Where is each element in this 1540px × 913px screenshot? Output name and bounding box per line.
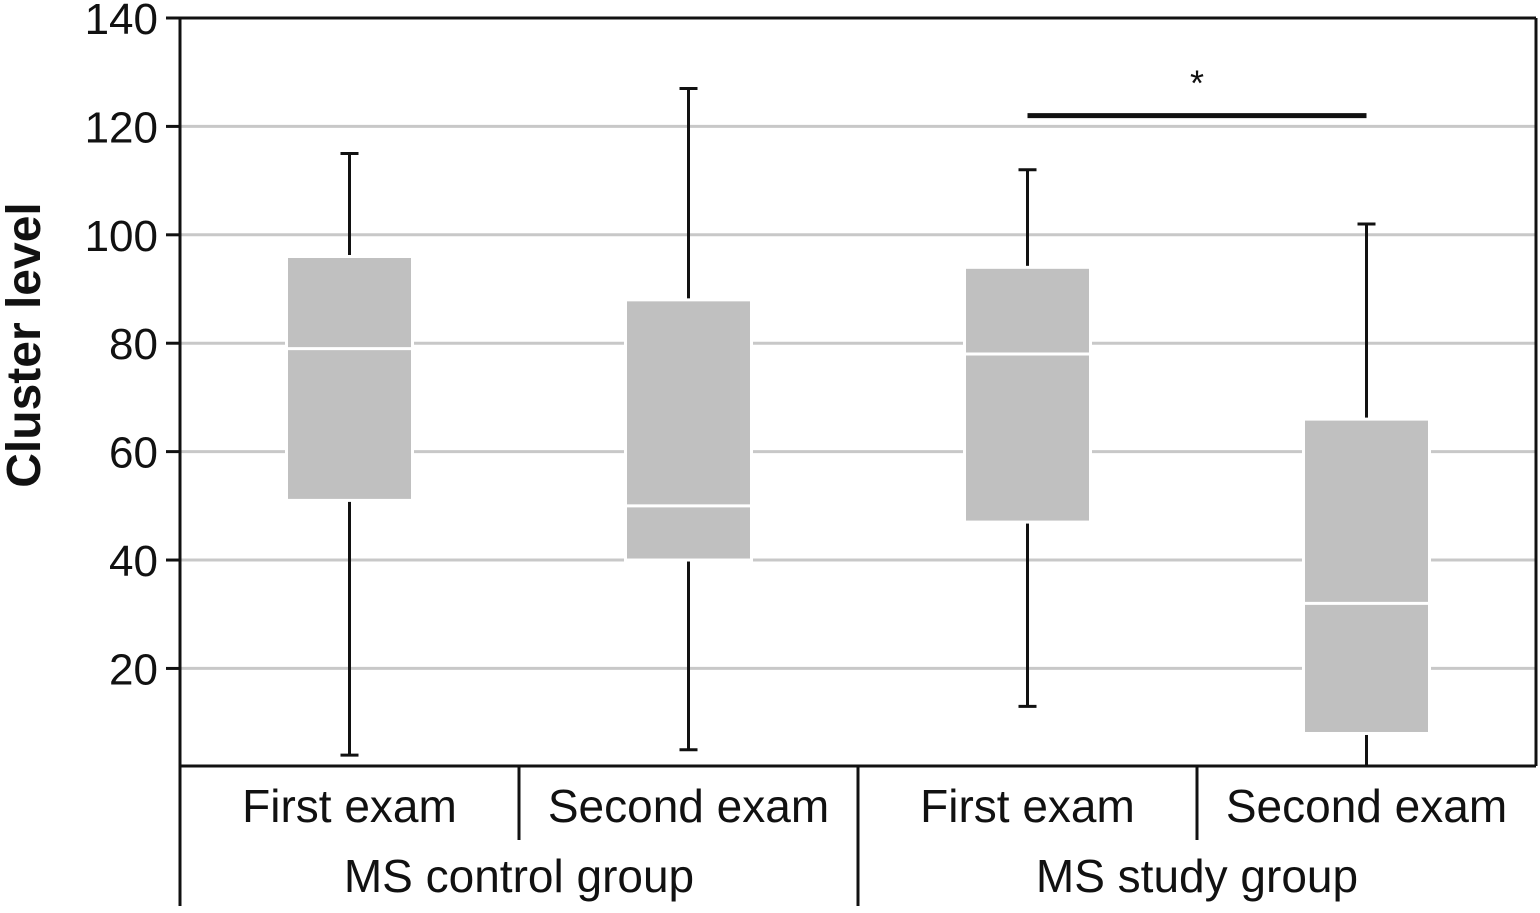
category-label-1: First exam	[242, 780, 457, 832]
y-tick-label-40: 40	[109, 537, 158, 586]
iqr-box	[1302, 417, 1431, 735]
group-label-2: MS study group	[1036, 850, 1358, 902]
y-axis-title: Cluster level	[0, 202, 51, 487]
group-label-1: MS control group	[344, 850, 694, 902]
y-tick-label-60: 60	[109, 429, 158, 478]
y-tick-label-20: 20	[109, 645, 158, 694]
box-1	[285, 152, 414, 757]
y-tick-label-100: 100	[85, 212, 158, 261]
box-2	[624, 86, 753, 752]
y-tick-label-120: 120	[85, 103, 158, 152]
iqr-box	[963, 265, 1092, 524]
category-label-3: First exam	[920, 780, 1135, 832]
category-label-2: Second exam	[548, 780, 829, 832]
axis-labels: 20 40 60 80 100 120 140 First exam Second exam Fi…	[85, 0, 1508, 902]
y-tick-label-80: 80	[109, 320, 158, 369]
iqr-box	[285, 254, 414, 502]
category-label-4: Second exam	[1226, 780, 1507, 832]
significance-star: *	[1190, 63, 1204, 104]
box-4	[1302, 222, 1431, 768]
axes	[166, 16, 1538, 906]
box-3	[963, 168, 1092, 708]
box-series	[285, 86, 1431, 768]
y-tick-label-140: 140	[85, 0, 158, 44]
iqr-box	[624, 298, 753, 562]
